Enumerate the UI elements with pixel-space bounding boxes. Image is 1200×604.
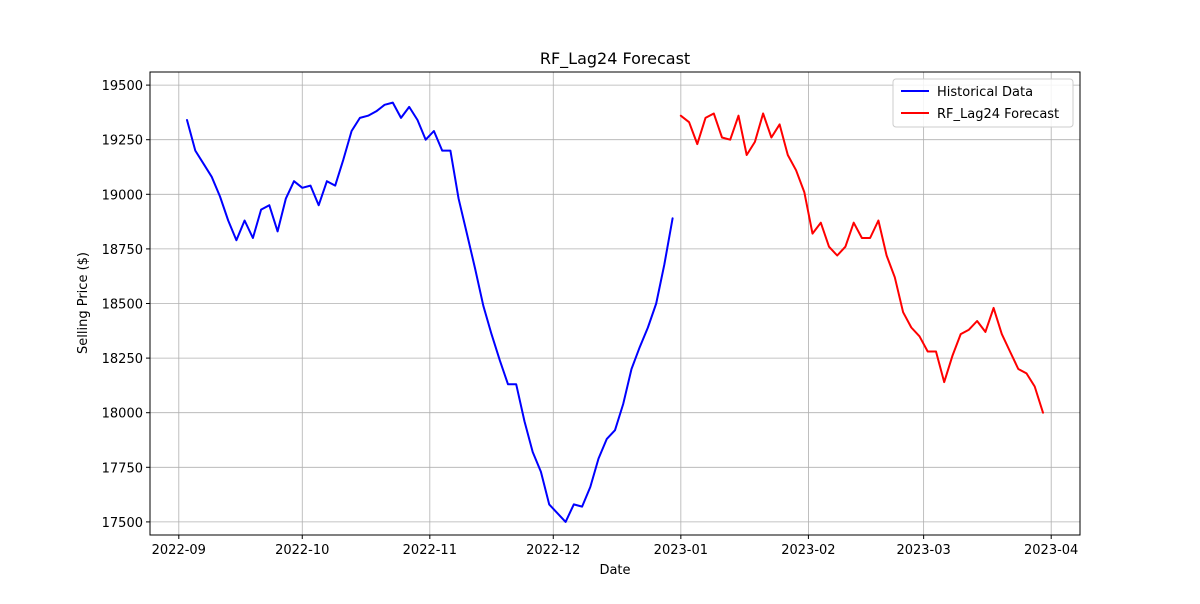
y-tick-label-0: 17500 (102, 516, 143, 531)
chart-title: RF_Lag24 Forecast (540, 49, 690, 69)
x-axis-label: Date (599, 563, 630, 578)
forecast-series-line (679, 112, 1044, 414)
y-tick-label-8: 19500 (102, 79, 143, 94)
y-tick-label-2: 18000 (102, 407, 143, 422)
legend: Historical Data RF_Lag24 Forecast (892, 78, 1074, 128)
x-tick-label-6: 2023-03 (896, 543, 950, 558)
y-tick-label-7: 19250 (102, 134, 143, 149)
x-tick-label-1: 2022-10 (275, 543, 329, 558)
y-tick-label-6: 19000 (102, 188, 143, 203)
y-tick-label-1: 17750 (102, 461, 143, 476)
y-tick-label-3: 18250 (102, 352, 143, 367)
x-tick-label-0: 2022-09 (152, 543, 206, 558)
x-tick-label-3: 2022-12 (526, 543, 580, 558)
y-tick-label-5: 18750 (102, 243, 143, 258)
legend-box (892, 78, 1074, 128)
x-tick-label-2: 2022-11 (403, 543, 457, 558)
legend-label-historical: Historical Data (937, 85, 1033, 100)
historical-series-line (186, 101, 674, 523)
y-tick-label-4: 18500 (102, 298, 143, 313)
x-tick-label-7: 2023-04 (1024, 543, 1078, 558)
y-axis-label: Selling Price ($) (76, 252, 91, 354)
x-tick-label-5: 2023-02 (781, 543, 835, 558)
legend-label-forecast: RF_Lag24 Forecast (937, 107, 1059, 122)
x-tick-label-4: 2023-01 (654, 543, 708, 558)
